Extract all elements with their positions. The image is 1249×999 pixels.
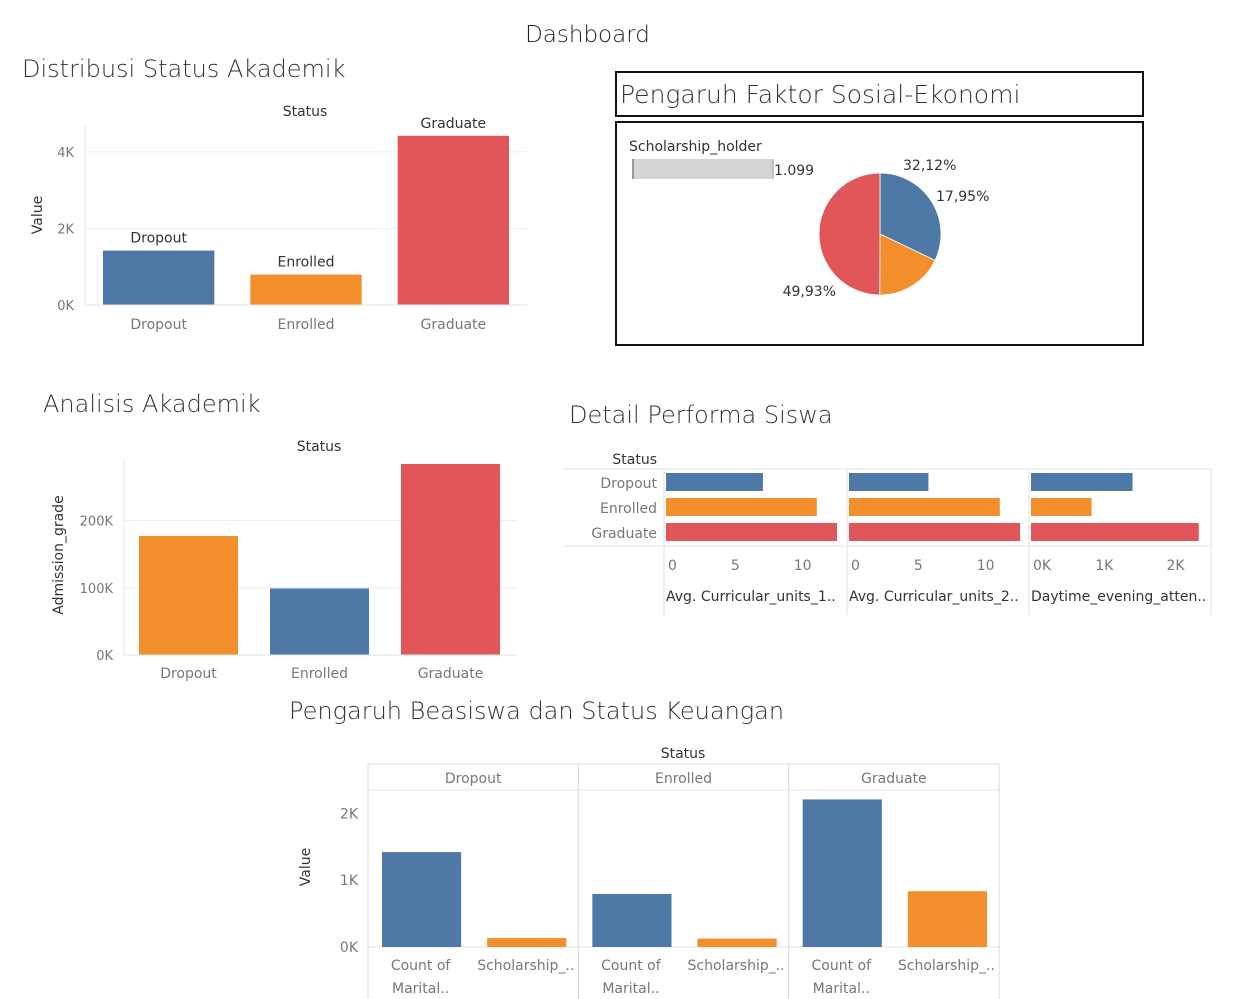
chart-analisis: Status Admission_grade 0K 100K 200K Dropout En… (51, 439, 517, 682)
bar-count-of-marital (592, 893, 672, 947)
chart-title: Status (661, 746, 706, 762)
chart-beasiswa: Status Value 0K 1K 2K Dropout Count of Marital.… (298, 746, 1000, 999)
row-label: Graduate (591, 526, 657, 542)
y-tick-label: 4K (57, 146, 74, 161)
pie-label: 17,95% (936, 189, 989, 205)
bar-dropout (666, 473, 763, 491)
y-axis-title: Value (298, 848, 314, 886)
y-tick-label: 2K (340, 806, 359, 822)
bar-dropout (139, 535, 238, 655)
bar-graduate (397, 135, 509, 305)
x-tick-label: 10 (977, 558, 995, 574)
group-header: Graduate (861, 771, 927, 787)
panel-label: Daytime_evening_atten.. (1031, 589, 1206, 605)
bar-scholarship (487, 938, 567, 947)
panel-label: Avg. Curricular_units_1.. (666, 589, 836, 605)
bar-enrolled (270, 588, 369, 655)
row-title: Status (612, 452, 657, 468)
dashboard-title: Dashboard (525, 22, 650, 48)
x-tick-label: Scholarship_.. (898, 958, 995, 974)
x-tick-label: 10 (794, 558, 812, 574)
x-tick-label: 5 (914, 558, 923, 574)
chart-title: Status (297, 439, 342, 455)
group-header: Dropout (445, 771, 502, 787)
bar-dropout (103, 250, 215, 305)
bar-dropout (849, 473, 929, 491)
x-tick-label: Dropout (130, 317, 187, 333)
x-tick-label-line2: Marital.. (813, 981, 870, 997)
pie-label: 32,12% (903, 158, 956, 174)
bar-count-of-marital (382, 852, 462, 947)
x-tick-label: Count of (601, 958, 662, 974)
x-tick-label: Count of (811, 958, 872, 974)
y-tick-label: 0K (96, 649, 113, 664)
x-tick-label: Scholarship_.. (688, 958, 785, 974)
bar-graduate (849, 523, 1020, 541)
x-tick-label: 1K (1095, 558, 1114, 574)
pie-slice-1 (879, 233, 936, 296)
title-detail: Detail Performa Siswa (569, 401, 833, 429)
bar-scholarship (907, 891, 987, 947)
title-analisis: Analisis Akademik (43, 390, 261, 418)
chart-title: Status (283, 104, 328, 120)
bar-dropout (1031, 473, 1133, 491)
x-tick-label: Dropout (160, 666, 217, 682)
chart-box-sosial: Scholarship_holder 1.099 32,12% 17,95% 49,93… (615, 121, 1144, 346)
bar-enrolled (666, 498, 817, 516)
row-label: Dropout (600, 476, 657, 492)
y-tick-label: 200K (80, 515, 114, 530)
bar-label: Dropout (130, 231, 187, 247)
row-label: Enrolled (600, 501, 657, 517)
x-tick-label: 5 (731, 558, 740, 574)
title-beasiswa: Pengaruh Beasiswa dan Status Keuangan (289, 697, 785, 725)
pie-slice-0 (879, 172, 942, 261)
group-header: Enrolled (655, 771, 712, 787)
y-tick-label: 2K (57, 222, 74, 237)
bar-graduate (1031, 523, 1199, 541)
legend-value: 1.099 (774, 163, 814, 179)
title-sosial: Pengaruh Faktor Sosial-Ekonomi (620, 80, 1021, 109)
bar-graduate (666, 523, 837, 541)
bar-label: Graduate (421, 116, 487, 132)
y-axis-title: Value (30, 196, 46, 234)
legend-bar (633, 159, 773, 179)
bar-label: Enrolled (277, 255, 334, 271)
pie-label: 49,93% (783, 284, 836, 300)
bar-enrolled (1031, 498, 1092, 516)
title-box-sosial: Pengaruh Faktor Sosial-Ekonomi (615, 71, 1144, 117)
bar-enrolled (849, 498, 1000, 516)
x-tick-label: Graduate (421, 317, 487, 333)
x-tick-label: Graduate (418, 666, 484, 682)
y-tick-label: 100K (80, 582, 114, 597)
bar-count-of-marital (802, 799, 882, 947)
x-tick-label-line2: Marital.. (602, 981, 659, 997)
panel-label: Avg. Curricular_units_2.. (849, 589, 1019, 605)
x-tick-label: 0K (1033, 558, 1052, 574)
bar-graduate (401, 464, 500, 655)
y-axis-title: Admission_grade (51, 495, 67, 614)
legend-title: Scholarship_holder (629, 139, 762, 155)
y-tick-label: 1K (340, 873, 359, 889)
chart-distribusi: Status Value 0K 2K 4K Dropout Dropout Enrolled E… (30, 104, 527, 333)
x-tick-label-line2: Marital.. (392, 981, 449, 997)
pie-slice-2 (818, 172, 881, 296)
y-tick-label: 0K (57, 299, 74, 314)
x-tick-label: Count of (391, 958, 452, 974)
x-tick-label: Enrolled (277, 317, 334, 333)
y-tick-label: 0K (340, 940, 359, 956)
x-tick-label: 0 (668, 558, 677, 574)
x-tick-label: 0 (851, 558, 860, 574)
chart-detail: Status Dropout Enrolled Graduate 0 5 10 Avg. Cu… (563, 452, 1212, 615)
x-tick-label: Enrolled (291, 666, 348, 682)
bar-enrolled (250, 274, 362, 305)
x-tick-label: Scholarship_.. (477, 958, 574, 974)
chart-sosial: Scholarship_holder 1.099 32,12% 17,95% 49,93… (629, 139, 989, 300)
bar-scholarship (697, 938, 777, 947)
x-tick-label: 2K (1166, 558, 1185, 574)
title-distribusi: Distribusi Status Akademik (22, 55, 346, 83)
